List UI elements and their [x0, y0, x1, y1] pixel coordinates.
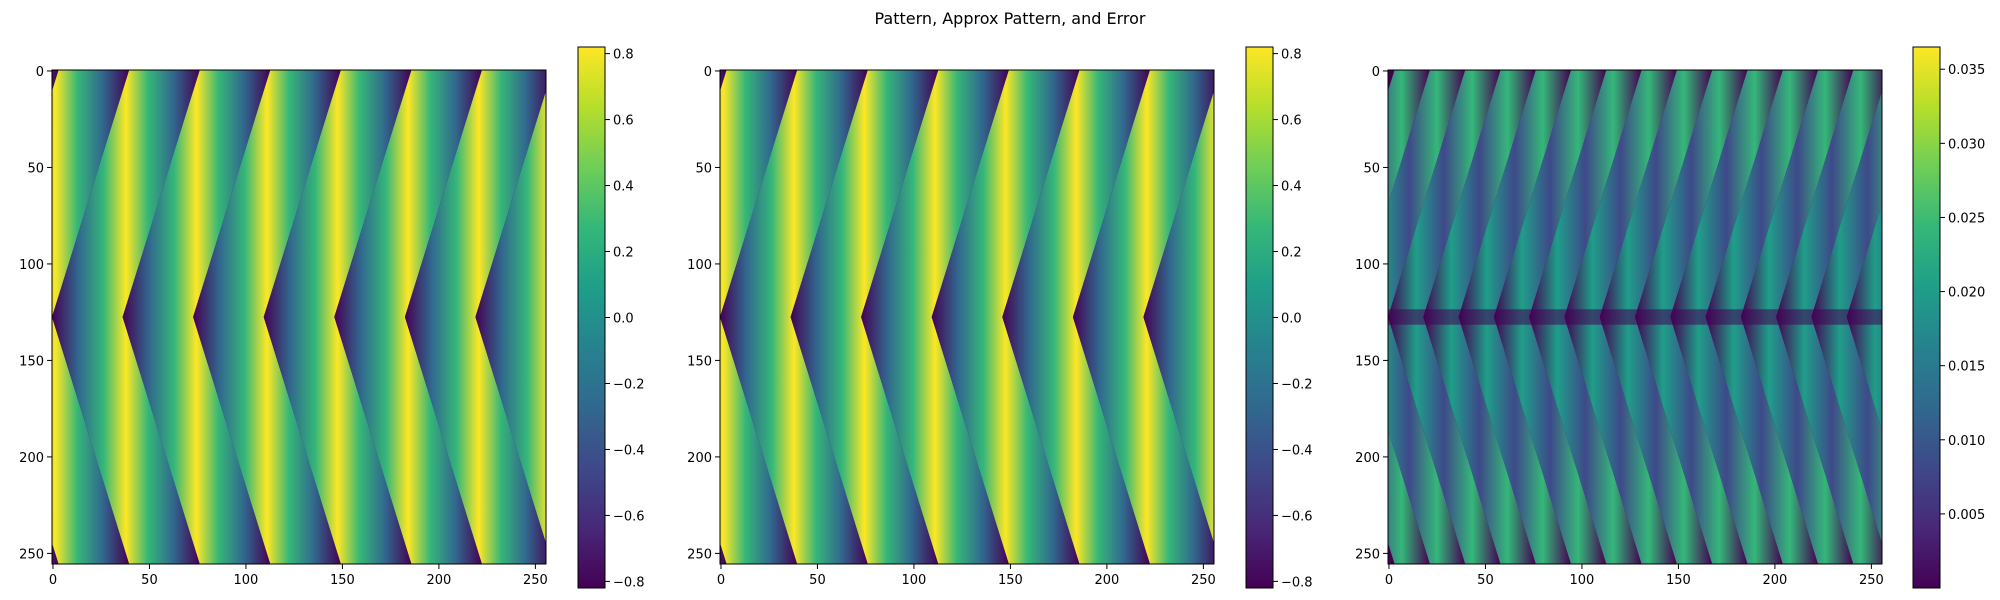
y-tick-label: 0: [704, 65, 712, 80]
heatmap-image: [52, 70, 546, 564]
x-tick-label: 200: [1762, 573, 1787, 588]
y-tick-label: 150: [1355, 354, 1380, 369]
x-tick-label: 150: [1666, 573, 1691, 588]
x-tick-label: 0: [49, 573, 57, 588]
x-tick-label: 250: [1191, 573, 1216, 588]
x-tick-label: 0: [717, 573, 725, 588]
heatmap-stripe: [1072, 70, 1214, 564]
colorbar-tick-label: −0.2: [613, 377, 645, 392]
y-tick-label: 200: [1355, 451, 1380, 466]
x-tick-label: 150: [330, 573, 355, 588]
colorbar-tick-label: 0.020: [1948, 286, 1985, 301]
heatmap-stripe: [1143, 91, 1214, 543]
y-tick-label: 0: [1372, 65, 1380, 80]
heatmap-stripe: [193, 70, 341, 564]
colorbar: [577, 46, 606, 589]
panel-approx_pattern: 0 50 100 150 200 250 0 50 100 150 200 250 −0.8 −0.6 −0…: [687, 46, 1313, 590]
axes-frame: [51, 69, 547, 565]
heatmap-stripe: [404, 70, 546, 564]
axes-frame: [1387, 69, 1883, 565]
colorbar-tick-label: 0.0: [1281, 312, 1302, 327]
colorbar-tick-label: −0.8: [1281, 575, 1313, 590]
x-tick-label: 0: [1385, 573, 1393, 588]
colorbar-tick-label: −0.6: [613, 509, 645, 524]
x-tick-label: 150: [998, 573, 1023, 588]
colorbar-tick-label: 0.015: [1948, 360, 1985, 375]
x-tick-label: 100: [234, 573, 259, 588]
colorbar-tick-label: 0.035: [1948, 63, 1985, 78]
y-tick-label: 100: [687, 258, 712, 273]
colorbar-tick-label: −0.6: [1281, 509, 1313, 524]
heatmap-stripe: [1388, 70, 1430, 564]
y-tick-label: 200: [687, 451, 712, 466]
colorbar-tick-label: 0.4: [1281, 180, 1302, 195]
colorbar-tick-label: −0.4: [613, 443, 645, 458]
y-tick-label: 50: [27, 161, 44, 176]
x-tick-label: 250: [523, 573, 548, 588]
heatmap-stripe: [861, 70, 1009, 564]
heatmap-stripe: [931, 70, 1080, 564]
heatmap-stripe: [475, 91, 546, 543]
colorbar-tick-label: 0.005: [1948, 508, 1985, 523]
x-tick-label: 250: [1859, 573, 1884, 588]
heatmap-image: [720, 70, 1214, 564]
heatmap-stripe: [720, 70, 868, 564]
heatmap-stripe: [1388, 70, 1466, 564]
colorbar: [1912, 46, 1941, 589]
colorbar-tick-label: 0.2: [613, 246, 634, 261]
colorbar-tick-label: 0.8: [1281, 48, 1302, 63]
heatmap-stripe: [790, 70, 939, 564]
y-tick-label: 150: [19, 354, 44, 369]
y-tick-label: 50: [695, 161, 712, 176]
x-tick-label: 100: [902, 573, 927, 588]
colorbar-tick-label: −0.8: [613, 575, 645, 590]
heatmap-stripe: [720, 70, 798, 564]
y-tick-label: 250: [1355, 547, 1380, 562]
heatmap-stripe: [122, 70, 271, 564]
y-tick-label: 100: [1355, 258, 1380, 273]
heatmap-stripe: [52, 70, 130, 564]
y-tick-label: 100: [19, 258, 44, 273]
colorbar: [1245, 46, 1274, 589]
y-tick-label: 200: [19, 451, 44, 466]
y-tick-label: 250: [687, 547, 712, 562]
y-tick-label: 50: [1363, 161, 1380, 176]
x-tick-label: 50: [141, 573, 158, 588]
x-tick-label: 200: [426, 573, 451, 588]
colorbar-tick-label: 0.6: [1281, 114, 1302, 129]
figure-title: Pattern, Approx Pattern, and Error: [875, 9, 1146, 28]
colorbar-tick-label: 0.030: [1948, 137, 1985, 152]
heatmap-stripe: [334, 70, 482, 564]
colorbar-tick-label: 0.4: [613, 180, 634, 195]
colorbar-tick-label: 0.0: [613, 312, 634, 327]
colorbar-tick-label: 0.025: [1948, 211, 1985, 226]
x-tick-label: 200: [1094, 573, 1119, 588]
x-tick-label: 100: [1570, 573, 1595, 588]
colorbar-tick-label: 0.8: [613, 48, 634, 63]
colorbar-tick-label: 0.2: [1281, 246, 1302, 261]
heatmap-stripe: [52, 70, 200, 564]
x-tick-label: 50: [809, 573, 826, 588]
panel-pattern: 0 50 100 150 200 250 0 50 100 150 200 250 −0.8 −0.6 −0…: [19, 46, 645, 590]
panel-error: 0 50 100 150 200 250 0 50 100 150 200 250 0.005 0.010…: [1355, 46, 1985, 589]
colorbar-tick-label: −0.4: [1281, 443, 1313, 458]
y-tick-label: 150: [687, 354, 712, 369]
x-tick-label: 50: [1477, 573, 1494, 588]
axes-frame: [719, 69, 1215, 565]
y-tick-label: 250: [19, 547, 44, 562]
colorbar-tick-label: 0.010: [1948, 434, 1985, 449]
colorbar-tick-label: −0.2: [1281, 377, 1313, 392]
heatmap-image: [1388, 70, 1882, 564]
heatmap-stripe: [1002, 70, 1150, 564]
y-tick-label: 0: [36, 65, 44, 80]
colorbar-tick-label: 0.6: [613, 114, 634, 129]
heatmap-stripe: [263, 70, 412, 564]
